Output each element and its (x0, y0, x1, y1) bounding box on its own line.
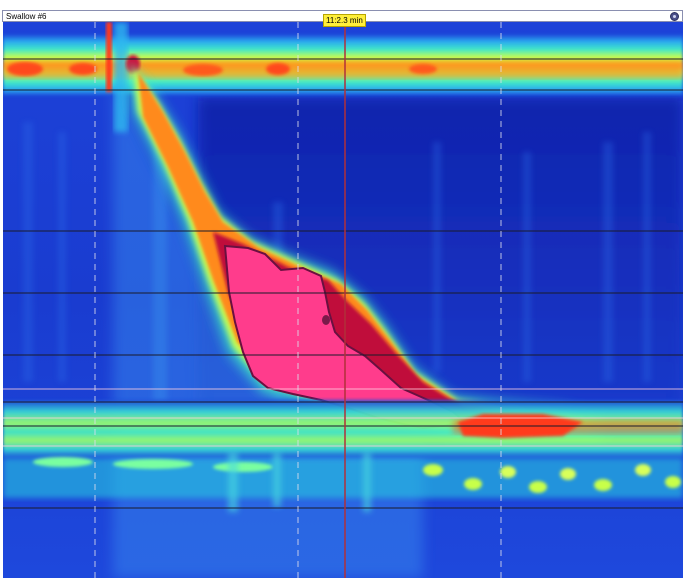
cursor-time-label[interactable]: 11:2.3 min (323, 14, 366, 27)
close-circle-icon[interactable] (670, 12, 679, 21)
sensor-lines (3, 58, 683, 509)
swallow-onset-column (114, 22, 128, 132)
gastric-lower-streaks (228, 452, 371, 512)
peak-pressure-notch (322, 315, 330, 325)
gastric-band (3, 458, 683, 498)
upper-sphincter-core (3, 62, 683, 78)
swallow-onset-spike (106, 22, 112, 92)
pressure-heatmap (3, 22, 683, 578)
time-grid (94, 22, 502, 578)
sphincter-boundary-lines (3, 388, 683, 447)
bottom-margin (3, 578, 683, 586)
upper-sphincter-hotspots (7, 62, 437, 76)
window-title: Swallow #6 (6, 12, 47, 21)
pressure-topography-plot[interactable] (3, 22, 683, 578)
